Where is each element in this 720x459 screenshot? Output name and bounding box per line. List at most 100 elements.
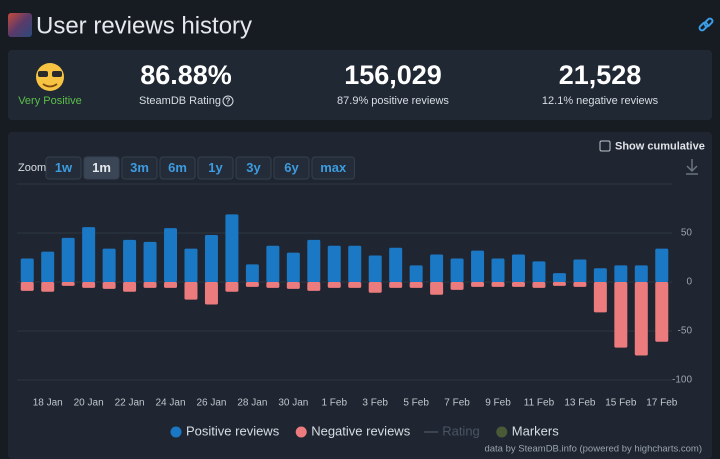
bar — [245, 282, 259, 287]
zoom-button[interactable] — [121, 156, 158, 180]
x-tick-label: 3 Feb — [362, 398, 388, 409]
bar — [409, 282, 423, 288]
x-tick-label: 26 Jan — [196, 398, 226, 409]
bar — [123, 282, 137, 292]
bar — [573, 259, 587, 282]
cumulative-label[interactable]: Show cumulative — [615, 140, 705, 152]
info-icon[interactable]: ? — [222, 95, 234, 107]
bar — [532, 282, 546, 288]
bar — [471, 282, 485, 287]
bar — [82, 227, 96, 282]
x-tick-label: 24 Jan — [156, 398, 186, 409]
bar — [204, 282, 218, 305]
bar — [409, 265, 423, 282]
legend-label[interactable]: Markers — [512, 423, 559, 438]
x-tick-label: 30 Jan — [278, 398, 308, 409]
bar — [634, 265, 648, 282]
zoom-button[interactable] — [235, 156, 272, 180]
x-tick-label: 5 Feb — [403, 398, 429, 409]
legend-label[interactable]: Positive reviews — [186, 423, 280, 438]
bar — [573, 282, 587, 287]
bar — [634, 282, 648, 356]
emoji — [36, 63, 64, 91]
svg-text:?: ? — [226, 97, 231, 106]
x-tick-label: 18 Jan — [33, 398, 63, 409]
stats-panel — [8, 50, 712, 120]
bar — [61, 282, 75, 286]
bar — [450, 282, 464, 290]
bar — [286, 252, 300, 282]
bar — [41, 282, 55, 292]
zoom-button[interactable] — [45, 156, 82, 180]
bar — [20, 258, 34, 282]
bar — [61, 237, 75, 282]
bar — [491, 258, 505, 282]
x-tick-label: 20 Jan — [74, 398, 104, 409]
bar — [655, 282, 669, 342]
x-tick-label: 7 Feb — [444, 398, 470, 409]
x-tick-label: 9 Feb — [485, 398, 511, 409]
bar — [266, 282, 280, 288]
zoom-button[interactable] — [83, 156, 120, 180]
bar — [348, 245, 362, 282]
x-tick-label: 17 Feb — [646, 398, 678, 409]
bar — [225, 282, 239, 292]
bar — [245, 264, 259, 282]
zoom-button-label[interactable]: 1m — [92, 160, 111, 175]
bar — [655, 248, 669, 282]
bar — [102, 248, 116, 282]
zoom-button[interactable] — [159, 156, 196, 180]
bar — [614, 265, 628, 282]
bar — [164, 228, 178, 282]
zoom-button-label[interactable]: 1y — [208, 160, 223, 175]
bar — [368, 255, 382, 282]
bar — [123, 239, 137, 282]
bar — [389, 282, 403, 288]
bar — [552, 273, 566, 282]
x-tick-label: 15 Feb — [605, 398, 637, 409]
cumulative-checkbox[interactable] — [599, 140, 611, 152]
legend-marker[interactable] — [496, 426, 508, 438]
bar — [225, 214, 239, 282]
legend-marker[interactable] — [295, 426, 307, 438]
bar — [593, 282, 607, 313]
zoom-button[interactable] — [273, 156, 310, 180]
credits: data by SteamDB.info (powered by highcha… — [484, 444, 702, 455]
zoom-button-label[interactable]: 6m — [168, 160, 187, 175]
legend-label[interactable]: Rating — [442, 423, 480, 438]
legend-label[interactable]: Negative reviews — [311, 423, 410, 438]
bar — [368, 282, 382, 293]
zoom-button[interactable] — [197, 156, 234, 180]
bar — [266, 245, 280, 282]
zoom-button-label[interactable]: 3m — [130, 160, 149, 175]
zoom-button-label[interactable]: 1w — [55, 160, 73, 175]
x-tick-label: 1 Feb — [321, 398, 347, 409]
stat-value: 156,029 — [344, 60, 442, 90]
bar — [348, 282, 362, 288]
bar — [471, 250, 485, 282]
x-tick-label: 22 Jan — [115, 398, 145, 409]
download-icon[interactable] — [686, 159, 698, 175]
zoom-button[interactable] — [311, 156, 355, 180]
bar — [307, 282, 321, 291]
bar — [102, 282, 116, 289]
stat-value: 21,528 — [559, 60, 642, 90]
y-tick-label: -100 — [672, 375, 692, 386]
zoom-button-label[interactable]: 6y — [284, 160, 299, 175]
x-tick-label: 13 Feb — [564, 398, 596, 409]
bar — [20, 282, 34, 291]
bar — [82, 282, 96, 288]
zoom-button-label[interactable]: 3y — [246, 160, 261, 175]
link-icon[interactable] — [698, 17, 714, 32]
zoom-button-label[interactable]: max — [320, 160, 347, 175]
bar — [184, 282, 198, 300]
bar — [204, 234, 218, 282]
bar — [430, 282, 444, 295]
y-tick-label: 50 — [681, 228, 693, 239]
zoom-label: Zoom — [18, 162, 46, 174]
stat-label: SteamDB Rating — [139, 95, 221, 107]
legend-marker[interactable] — [170, 426, 182, 438]
game-icon — [8, 13, 32, 37]
bar — [41, 251, 55, 282]
